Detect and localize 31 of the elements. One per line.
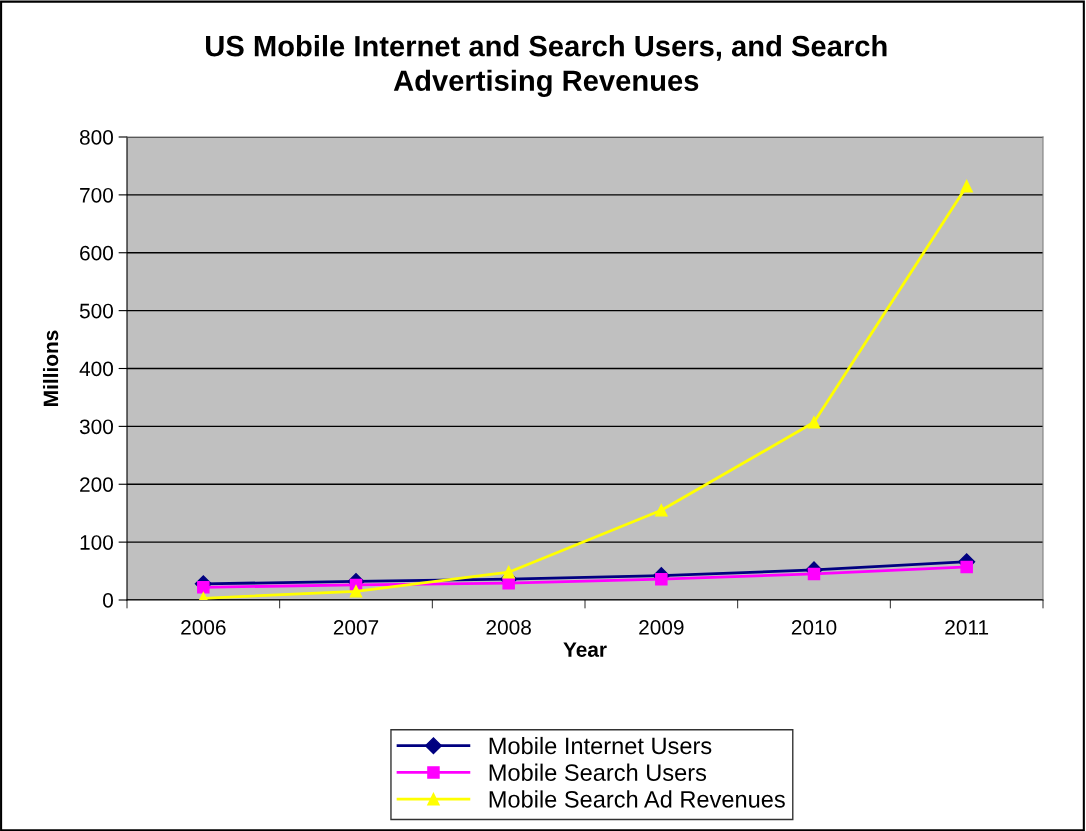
y-tick-label: 400 [79,361,113,377]
y-tick-label: 700 [80,187,113,203]
y-tick-label: 200 [80,477,113,492]
point [197,581,210,594]
x-tick-label: 2008 [486,619,531,635]
y-tick-label: 800 [79,130,113,145]
point [960,560,973,574]
y-tick-label: 100 [80,535,113,550]
x-tick-label: 2010 [791,619,837,635]
x-axis-title: Year [563,642,607,657]
y-tick-label: 500 [79,303,113,319]
y-tick-label: 0 [103,593,113,608]
legend-label: Mobile Search Ad Revenues [489,790,785,808]
point [655,504,668,517]
point [807,416,821,429]
legend-label: Mobile Internet Users [489,736,712,755]
point [807,567,821,581]
x-tick-label: 2007 [333,619,379,635]
chart-title: US Mobile Internet and Search Users, and Search Advertising Revenues [206,35,887,97]
point [502,576,515,590]
point [502,565,515,579]
point [960,179,973,193]
y-tick-label: 600 [80,245,113,261]
legend-label: Mobile Search Users [489,763,707,781]
point [655,572,668,586]
point [349,585,363,598]
x-tick-label: 2009 [639,619,684,635]
x-tick-label: 2011 [945,619,989,635]
y-axis-title: Millions [42,330,59,406]
x-tick-label: 2006 [181,619,226,635]
y-tick-label: 300 [79,419,113,435]
